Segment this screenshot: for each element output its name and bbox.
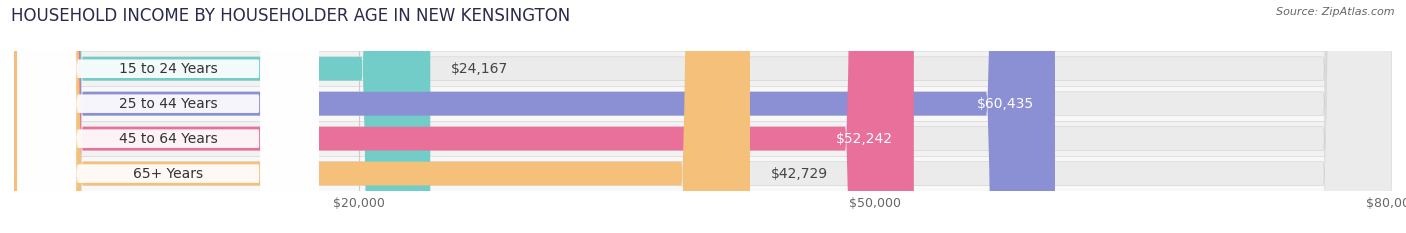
Bar bbox=[14, 86, 1392, 121]
FancyBboxPatch shape bbox=[17, 0, 319, 233]
Bar bbox=[14, 51, 1392, 86]
Text: 65+ Years: 65+ Years bbox=[134, 167, 204, 181]
FancyBboxPatch shape bbox=[14, 0, 914, 233]
FancyBboxPatch shape bbox=[14, 0, 430, 233]
Text: $42,729: $42,729 bbox=[770, 167, 828, 181]
Text: 45 to 64 Years: 45 to 64 Years bbox=[120, 132, 218, 146]
Text: 15 to 24 Years: 15 to 24 Years bbox=[120, 62, 218, 76]
FancyBboxPatch shape bbox=[14, 0, 1392, 233]
FancyBboxPatch shape bbox=[14, 0, 749, 233]
FancyBboxPatch shape bbox=[17, 0, 319, 233]
FancyBboxPatch shape bbox=[14, 0, 1392, 233]
Text: $60,435: $60,435 bbox=[977, 97, 1035, 111]
FancyBboxPatch shape bbox=[14, 0, 1392, 233]
FancyBboxPatch shape bbox=[17, 0, 319, 233]
Text: Source: ZipAtlas.com: Source: ZipAtlas.com bbox=[1277, 7, 1395, 17]
Bar bbox=[14, 121, 1392, 156]
FancyBboxPatch shape bbox=[17, 0, 319, 233]
Text: 25 to 44 Years: 25 to 44 Years bbox=[120, 97, 218, 111]
Bar bbox=[14, 156, 1392, 191]
Text: $52,242: $52,242 bbox=[837, 132, 893, 146]
FancyBboxPatch shape bbox=[14, 0, 1392, 233]
FancyBboxPatch shape bbox=[14, 0, 1054, 233]
Text: HOUSEHOLD INCOME BY HOUSEHOLDER AGE IN NEW KENSINGTON: HOUSEHOLD INCOME BY HOUSEHOLDER AGE IN N… bbox=[11, 7, 571, 25]
Text: $24,167: $24,167 bbox=[451, 62, 508, 76]
